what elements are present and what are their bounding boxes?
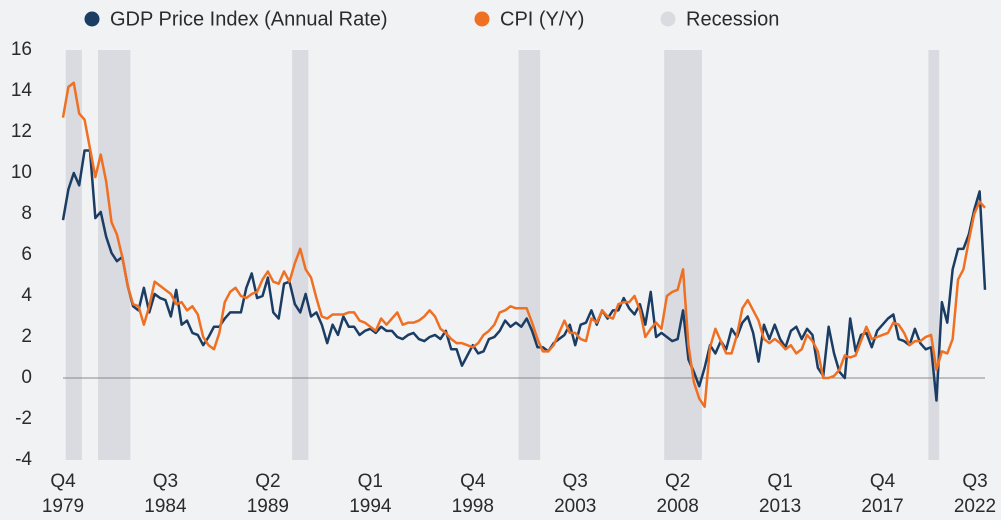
recession-band [928, 50, 940, 460]
y-tick-label: 0 [21, 367, 32, 388]
x-tick-label: Q4 2017 [861, 471, 903, 517]
x-tick-label: Q3 2003 [554, 471, 596, 517]
x-tick-label: Q2 1989 [247, 471, 289, 517]
recession-band [518, 50, 541, 460]
recession-band [65, 50, 82, 460]
x-tick-label: Q1 1994 [349, 471, 392, 517]
x-tick-label: Q3 2022 [954, 471, 996, 517]
legend-swatch [474, 11, 490, 27]
x-tick-label: Q2 2008 [657, 471, 699, 517]
y-tick-label: 6 [21, 244, 32, 265]
x-tick-label: Q4 1998 [452, 471, 494, 517]
y-tick-label: 8 [21, 203, 32, 224]
series-line [61, 149, 987, 402]
legend-label: CPI (Y/Y) [500, 8, 584, 30]
y-tick-label: 4 [21, 285, 32, 306]
y-tick-label: -2 [15, 408, 32, 429]
legend-swatch [660, 11, 676, 27]
x-tick-label: Q3 1984 [144, 471, 187, 517]
y-tick-label: 2 [21, 326, 32, 347]
recession-band [664, 50, 702, 460]
x-tick-label: Q1 2013 [759, 471, 801, 517]
legend-label: GDP Price Index (Annual Rate) [110, 8, 388, 30]
y-tick-label: 10 [11, 162, 32, 183]
y-tick-label: -4 [15, 449, 32, 470]
y-tick-label: 12 [11, 121, 32, 142]
series-line [61, 81, 986, 408]
y-tick-label: 14 [11, 80, 33, 101]
x-tick-label: Q4 1979 [42, 471, 84, 517]
recession-band [292, 50, 309, 460]
legend-label: Recession [686, 8, 779, 30]
y-tick-label: 16 [11, 39, 32, 60]
legend-swatch [84, 11, 100, 27]
